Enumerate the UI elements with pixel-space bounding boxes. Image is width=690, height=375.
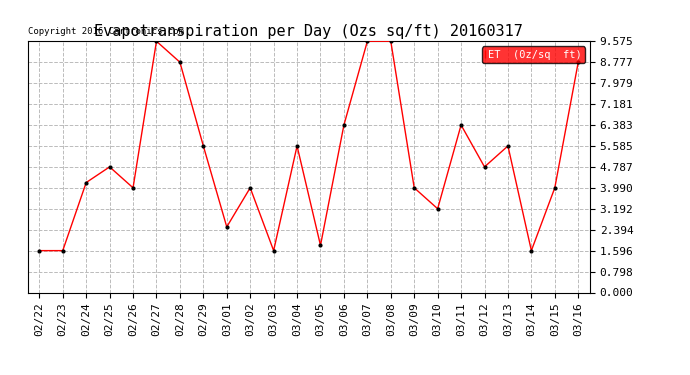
Text: Copyright 2016 Cartronics.com: Copyright 2016 Cartronics.com	[28, 27, 184, 36]
Legend: ET  (0z/sq  ft): ET (0z/sq ft)	[482, 46, 584, 63]
Title: Evapotranspiration per Day (Ozs sq/ft) 20160317: Evapotranspiration per Day (Ozs sq/ft) 2…	[95, 24, 523, 39]
